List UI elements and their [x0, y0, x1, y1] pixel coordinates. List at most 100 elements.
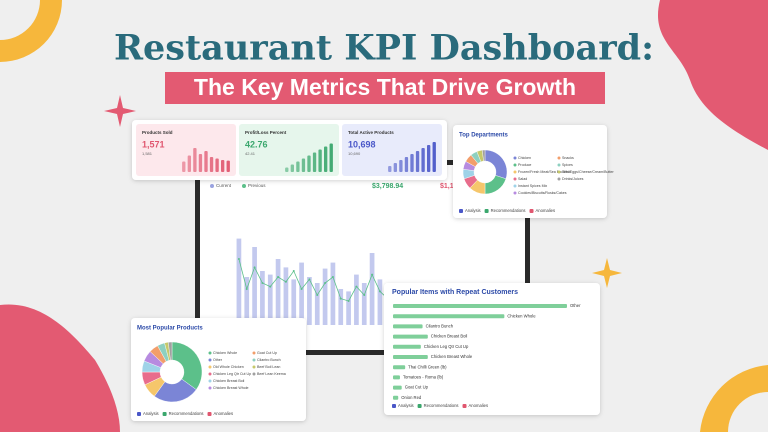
line-point [292, 270, 295, 272]
line-point [378, 290, 381, 293]
legend-dot [252, 351, 256, 355]
kpi-bar [324, 146, 328, 172]
kpi-bar [209, 157, 214, 172]
kpi-bar [404, 157, 409, 172]
legend-label: Old Whole Chicken [213, 365, 244, 369]
bar [361, 283, 367, 325]
kpi-bar [427, 145, 431, 172]
legend-label: Beef Boil Lean [257, 365, 280, 369]
stat-value: $1,101 [440, 183, 462, 190]
legend-label: Produce [518, 163, 531, 167]
bar [393, 385, 402, 390]
card [453, 125, 607, 218]
bar-label: Goat Cut Up [405, 385, 429, 390]
bar-label: Cilantro Bunch [426, 324, 454, 329]
bar [393, 375, 400, 380]
bar [252, 247, 257, 325]
kpi-bar [187, 155, 191, 172]
footer-icon [137, 412, 141, 416]
sparkle [104, 95, 136, 127]
footer-button[interactable]: Analysis [465, 208, 481, 213]
legend-dot [513, 177, 517, 181]
legend-label: Chicken Breast Whole [213, 386, 249, 390]
legend-label: Cookies/Biscuits/Rusks/Cakes [518, 191, 567, 195]
legend-dot [252, 372, 256, 376]
legend-label: Beef Lean Keema [257, 372, 286, 376]
kpi-value: 1,571 [142, 139, 165, 149]
bar [393, 324, 423, 329]
subtitle-banner [165, 72, 605, 104]
footer-button[interactable]: Recommendations [169, 411, 204, 416]
line-point [308, 278, 311, 281]
donut-slice [171, 341, 203, 390]
bar [393, 334, 428, 339]
footer-button[interactable]: Analysis [143, 411, 159, 416]
legend-dot [208, 386, 212, 390]
line-point [355, 285, 358, 288]
footer-icon [207, 412, 212, 416]
legend-label: Cilantro Bunch [257, 358, 281, 362]
kpi-label: Total Active Products [348, 130, 394, 135]
legend-dot [252, 365, 256, 369]
bar [393, 365, 406, 370]
footer-button[interactable]: Recommendations [491, 208, 526, 213]
footer-icon [484, 209, 489, 213]
legend-label: Chicken Whole [213, 351, 237, 355]
footer-button[interactable]: Recommendations [424, 403, 459, 408]
kpi-previous: 42.41 [245, 151, 256, 156]
legend-dot [208, 372, 212, 376]
legend-dot [208, 358, 212, 362]
legend-label: Tofu/Eggs/Cheese/Cream/Butter [562, 170, 615, 174]
line-point [347, 300, 350, 302]
kpi-previous: 1,581 [142, 151, 153, 156]
legend-dot [557, 170, 561, 174]
footer-icon [462, 404, 467, 408]
title: Restaurant KPI Dashboard: [114, 28, 654, 69]
legend-label: Frozen/Fresh Meat/Sea Food/etc [518, 170, 571, 174]
legend-dot [208, 351, 212, 355]
bar [244, 277, 250, 325]
kpi-bar [301, 158, 306, 172]
bar [354, 274, 359, 325]
line-point [245, 288, 248, 290]
bar [393, 395, 399, 400]
legend-dot [513, 156, 517, 160]
kpi-bar [290, 164, 294, 172]
kpi-bar [312, 152, 317, 172]
footer-button[interactable]: Anomalies [536, 208, 556, 213]
footer-button[interactable]: Anomalies [214, 411, 234, 416]
footer-icon [392, 404, 396, 408]
footer-icon [459, 209, 463, 213]
legend-label: Salad [518, 177, 527, 181]
footer-button[interactable]: Analysis [398, 403, 414, 408]
bar [322, 268, 328, 325]
line-point [324, 282, 327, 284]
bar-label: Onion Red [401, 395, 422, 400]
line-point [269, 285, 272, 288]
kpi-bar [410, 154, 414, 172]
legend-dot [210, 184, 214, 188]
legend-dot [557, 163, 561, 167]
bar-label: Tomatoes - Roma (lb) [403, 375, 444, 380]
bar-label: Chicken Whole [507, 313, 536, 318]
bar [283, 267, 289, 325]
legend-label: Drinks/Juices [562, 177, 584, 181]
bar [346, 291, 351, 325]
kpi-bar [182, 161, 186, 172]
legend-dot [208, 365, 212, 369]
donut-slice [482, 149, 486, 162]
legend-label: Goat Cut Up [257, 351, 277, 355]
blob [0, 304, 120, 432]
bar [338, 289, 344, 325]
kpi-bar [215, 158, 219, 172]
legend-label: Chicken [518, 156, 531, 160]
bar [393, 344, 421, 349]
kpi-label: Profit/Loss Percent [245, 130, 287, 135]
legend-dot [208, 379, 212, 383]
line-point [339, 297, 342, 300]
kpi-bar [388, 166, 392, 172]
footer-button[interactable]: Anomalies [469, 403, 489, 408]
bar [314, 283, 320, 325]
kpi-bar [193, 148, 197, 172]
footer-icon [529, 209, 534, 213]
